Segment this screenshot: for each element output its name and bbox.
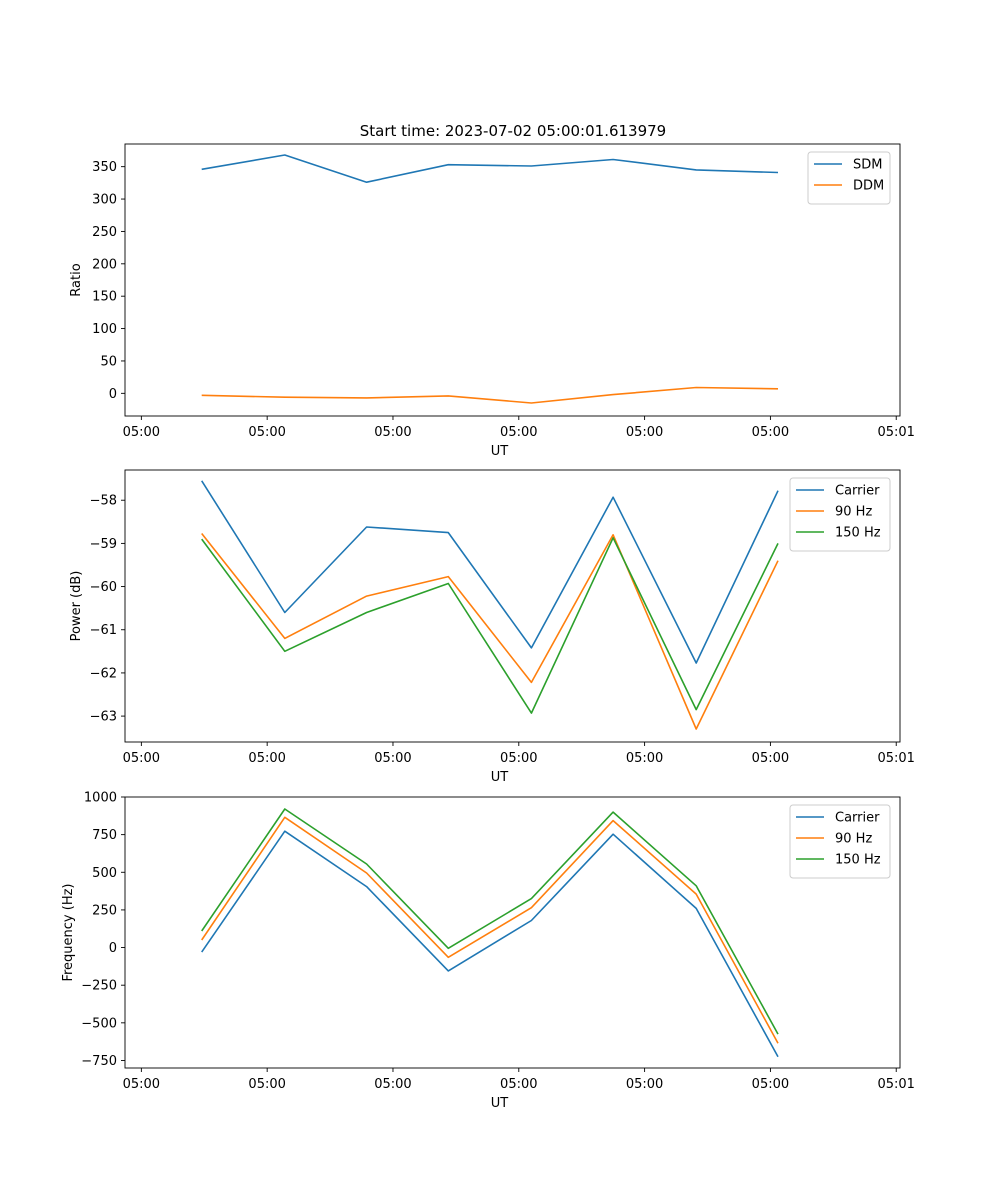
x-tick-label: 05:00 — [374, 1077, 411, 1092]
y-tick-label: 300 — [92, 193, 117, 208]
x-tick-label: 05:00 — [123, 425, 160, 440]
subplots: 05:00 05:00 05:00 05:00 05:00 05:00 05:01 UT 0 50… — [61, 143, 915, 1112]
y-axis: 0 50 100 150 200 250 300 350 Ratio — [69, 160, 125, 402]
x-tick-label: 05:00 — [752, 425, 789, 440]
series-line-150-hz — [201, 808, 779, 1035]
legend: SDM DDM — [807, 151, 891, 205]
x-tick-label: 05:00 — [500, 425, 537, 440]
axes-frame — [124, 469, 901, 743]
series-line-ddm — [201, 386, 779, 404]
x-tick-label: 05:01 — [877, 751, 914, 766]
y-tick-label: −750 — [81, 1054, 117, 1069]
x-tick-label: 05:00 — [626, 1077, 663, 1092]
y-axis-label: Power (dB) — [69, 571, 84, 642]
y-tick-label: 500 — [92, 866, 117, 881]
y-tick-label: −62 — [90, 666, 117, 681]
legend-label: 150 Hz — [835, 853, 881, 868]
x-tick-label: 05:01 — [877, 1077, 914, 1092]
y-tick-label: −60 — [90, 580, 117, 595]
legend: Carrier 90 Hz 150 Hz — [789, 477, 891, 552]
x-axis-label: UT — [491, 444, 509, 459]
y-tick-label: 100 — [92, 322, 117, 337]
series-line-150-hz — [201, 536, 779, 714]
axes-frame — [124, 796, 901, 1069]
x-tick-label: 05:00 — [500, 751, 537, 766]
y-tick-label: −59 — [90, 537, 117, 552]
x-tick-label: 05:00 — [500, 1077, 537, 1092]
series-line-sdm — [201, 154, 779, 183]
x-tick-label: 05:00 — [248, 751, 285, 766]
y-tick-label: 50 — [100, 354, 117, 369]
subplot-1: 05:00 05:00 05:00 05:00 05:00 05:00 05:01 UT 0 50… — [69, 143, 915, 459]
series-line-carrier — [201, 480, 779, 664]
x-tick-label: 05:00 — [752, 751, 789, 766]
x-axis: 05:00 05:00 05:00 05:00 05:00 05:00 05:01 UT — [123, 1068, 915, 1111]
subplot-2: 05:00 05:00 05:00 05:00 05:00 05:00 05:01 UT −63… — [69, 469, 915, 785]
x-tick-label: 05:00 — [123, 751, 160, 766]
legend-label: DDM — [853, 179, 884, 194]
y-tick-label: −250 — [81, 979, 117, 994]
series-lines — [201, 154, 779, 404]
y-axis-label: Ratio — [69, 263, 84, 296]
x-axis: 05:00 05:00 05:00 05:00 05:00 05:00 05:01 UT — [123, 742, 915, 785]
y-tick-label: −500 — [81, 1016, 117, 1031]
y-tick-label: 0 — [109, 387, 117, 402]
axes-frame — [124, 143, 901, 417]
legend: Carrier 90 Hz 150 Hz — [789, 804, 891, 879]
series-line-90-hz — [201, 533, 779, 730]
x-axis: 05:00 05:00 05:00 05:00 05:00 05:00 05:01 UT — [123, 416, 915, 459]
y-tick-label: 750 — [92, 828, 117, 843]
x-tick-label: 05:00 — [752, 1077, 789, 1092]
legend-box — [807, 151, 891, 205]
x-tick-label: 05:01 — [877, 425, 914, 440]
legend-label: 90 Hz — [835, 832, 872, 847]
legend-label: Carrier — [835, 811, 880, 826]
x-tick-label: 05:00 — [626, 751, 663, 766]
x-tick-label: 05:00 — [248, 1077, 285, 1092]
x-tick-label: 05:00 — [374, 751, 411, 766]
y-tick-label: 250 — [92, 225, 117, 240]
x-tick-label: 05:00 — [374, 425, 411, 440]
legend-label: SDM — [853, 158, 882, 173]
legend-label: Carrier — [835, 484, 880, 499]
y-tick-label: −61 — [90, 623, 117, 638]
y-tick-label: 200 — [92, 257, 117, 272]
series-line-90-hz — [201, 816, 779, 1044]
y-tick-label: 0 — [109, 941, 117, 956]
x-tick-label: 05:00 — [248, 425, 285, 440]
x-tick-label: 05:00 — [123, 1077, 160, 1092]
y-tick-label: 150 — [92, 290, 117, 305]
y-axis-label: Frequency (Hz) — [61, 883, 76, 981]
series-lines — [201, 480, 779, 730]
y-axis: −63 −62 −61 −60 −59 −58 Power (dB) — [69, 494, 125, 725]
y-tick-label: −63 — [90, 710, 117, 725]
subplot-3: 05:00 05:00 05:00 05:00 05:00 05:00 05:01 UT −75… — [61, 791, 915, 1112]
x-axis-label: UT — [491, 770, 509, 785]
legend-label: 90 Hz — [835, 505, 872, 520]
series-lines — [201, 808, 779, 1058]
y-tick-label: 250 — [92, 903, 117, 918]
y-tick-label: 1000 — [84, 791, 117, 806]
y-tick-label: −58 — [90, 494, 117, 509]
legend-label: 150 Hz — [835, 526, 881, 541]
x-axis-label: UT — [491, 1096, 509, 1111]
x-tick-label: 05:00 — [626, 425, 663, 440]
figure-title: Start time: 2023-07-02 05:00:01.613979 — [360, 122, 666, 140]
y-axis: −750 −500 −250 0 250 500 750 1000 Frequency (Hz) — [61, 791, 125, 1069]
series-line-carrier — [201, 830, 779, 1058]
y-tick-label: 350 — [92, 160, 117, 175]
